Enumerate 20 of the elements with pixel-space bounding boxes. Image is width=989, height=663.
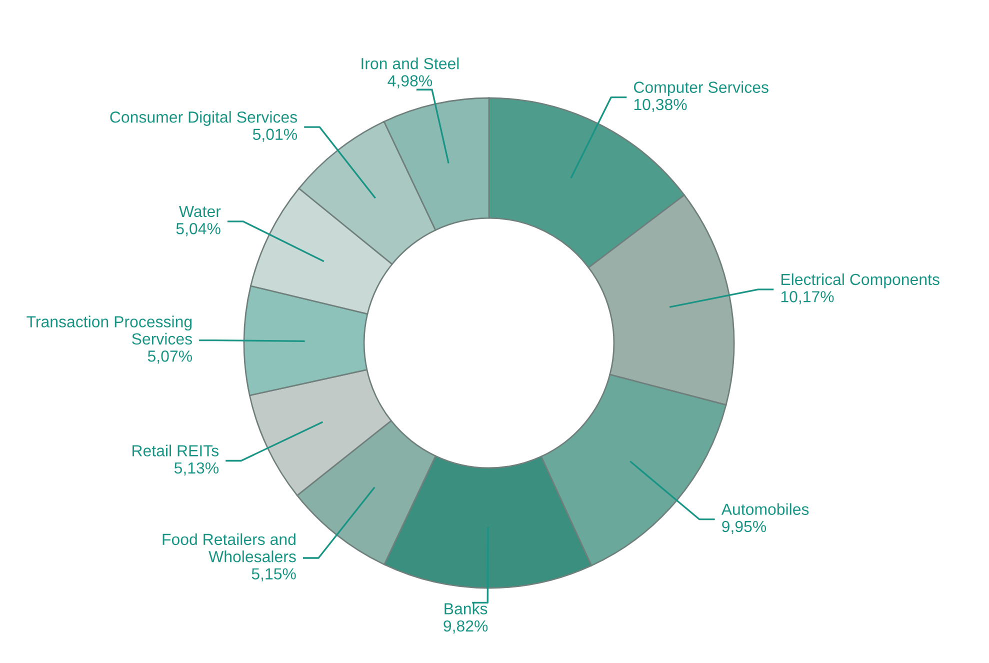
data-label: 5,01% <box>252 128 298 142</box>
slice-label: Consumer Digital Services <box>110 111 298 126</box>
slice-label: Retail REITs <box>132 444 219 456</box>
data-label: 10,17% <box>781 291 834 304</box>
slice-label: Automobiles <box>721 503 809 515</box>
data-label: 9,82% <box>444 620 488 634</box>
slice-label: Banks <box>444 602 488 614</box>
data-label: 5,15% <box>252 568 296 582</box>
data-label: 10,38% <box>634 98 687 112</box>
slice-label: Electrical Components <box>781 273 940 288</box>
slice-label: Food Retailers and Wholesalers <box>162 533 296 562</box>
slice-label: Transaction Processing Services <box>26 316 192 345</box>
slice-label: Water <box>179 206 221 218</box>
data-label: 5,04% <box>176 223 220 236</box>
data-label: 5,13% <box>174 462 219 476</box>
slice-label: Computer Services <box>634 81 768 96</box>
data-label: 4,98% <box>388 75 432 88</box>
slice-label: Iron and Steel <box>362 58 459 70</box>
data-label: 9,95% <box>722 520 766 534</box>
data-label: 5,07% <box>148 350 192 364</box>
